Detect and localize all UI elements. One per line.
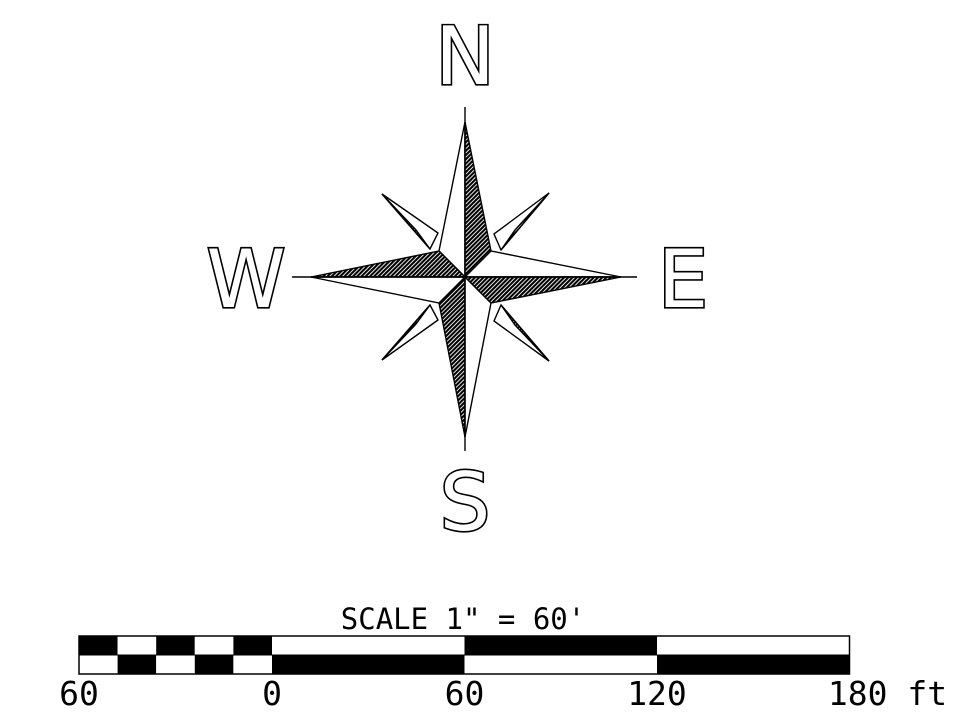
scale-cell	[117, 655, 157, 674]
scale-cell	[233, 655, 272, 674]
west-label: W	[206, 233, 285, 326]
scale-segment	[272, 655, 465, 674]
diagonal-arrows	[381, 192, 550, 362]
scale-bar	[78, 635, 851, 675]
scale-tick-label: 0	[262, 674, 282, 713]
east-label: E	[658, 233, 709, 326]
east-point	[463, 250, 622, 304]
scale-tick-label: 60	[445, 674, 485, 713]
south-label: S	[440, 456, 491, 549]
scale-cell	[117, 636, 157, 655]
scale-segment	[464, 636, 657, 655]
scale-cell	[79, 636, 118, 655]
scale-segment	[464, 655, 657, 674]
scale-tick-label: 120	[627, 674, 687, 713]
west-point	[310, 250, 467, 304]
scale-segment	[657, 655, 850, 674]
scale-cell	[233, 636, 272, 655]
scale-segment	[272, 636, 465, 655]
scale-cell	[156, 655, 195, 674]
scale-labels: 60 0 60 120 180 ft	[59, 674, 947, 713]
scale-segment	[657, 636, 850, 655]
north-label: N	[435, 10, 495, 103]
scale-cell	[79, 655, 118, 674]
scale-cell	[194, 636, 234, 655]
scale-tick-label: 180 ft	[828, 674, 947, 713]
scale-cell	[156, 636, 195, 655]
scale-cell	[194, 655, 234, 674]
scale-tick-label: 60	[59, 674, 99, 713]
compass-rose-icon	[292, 107, 637, 451]
scale-title: SCALE 1" = 60'	[341, 602, 585, 636]
